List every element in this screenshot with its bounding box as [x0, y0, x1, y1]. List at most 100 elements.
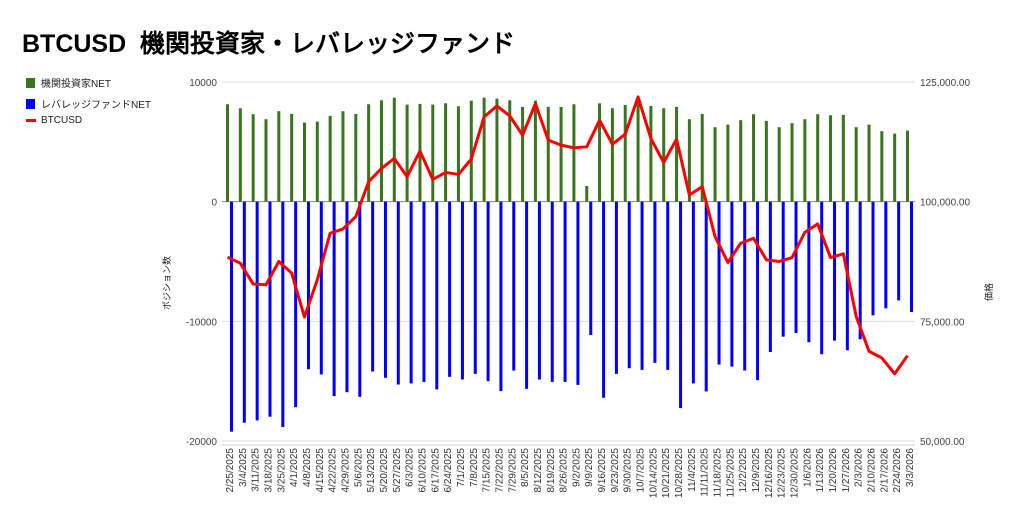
- bar-institutional: [572, 104, 576, 202]
- bar-leveraged: [717, 201, 721, 365]
- bar-leveraged: [910, 201, 913, 312]
- bar-institutional: [829, 115, 833, 202]
- x-tick-label: 7/22/2025: [494, 448, 505, 493]
- bar-institutional: [226, 104, 229, 202]
- bar-institutional: [649, 105, 653, 202]
- bar-institutional: [867, 124, 871, 202]
- bar-leveraged: [448, 201, 452, 377]
- bar-institutional: [623, 104, 627, 202]
- x-tick-label: 9/23/2025: [610, 448, 621, 493]
- bar-leveraged: [409, 201, 413, 384]
- x-tick-label: 6/17/2025: [430, 448, 441, 493]
- x-tick-label: 8/5/2025: [520, 448, 531, 487]
- bar-leveraged: [319, 201, 323, 375]
- bar-institutional: [277, 111, 281, 202]
- x-tick-label: 10/14/2025: [648, 448, 659, 498]
- bar-leveraged: [807, 201, 811, 343]
- y-tick-right: 100,000.00: [920, 198, 970, 209]
- bar-leveraged: [640, 201, 644, 370]
- bar-institutional: [700, 113, 704, 202]
- bar-leveraged: [255, 201, 259, 421]
- bar-leveraged: [833, 201, 837, 341]
- bar-institutional: [302, 122, 306, 202]
- x-tick-label: 5/27/2025: [392, 448, 403, 493]
- bar-leveraged: [576, 201, 580, 385]
- x-tick-label: 3/4/2025: [238, 448, 249, 487]
- bar-leveraged: [422, 201, 426, 382]
- bar-leveraged: [512, 201, 516, 371]
- x-tick-label: 12/2/2025: [738, 448, 749, 493]
- bar-leveraged: [371, 201, 375, 372]
- x-tick-label: 4/29/2025: [340, 448, 351, 493]
- bar-leveraged: [358, 201, 362, 397]
- bar-institutional: [264, 119, 268, 202]
- bar-leveraged: [486, 201, 490, 382]
- bar-leveraged: [537, 201, 541, 380]
- y-tick-left: -10000: [186, 317, 218, 328]
- bar-leveraged: [666, 201, 670, 370]
- x-tick-label: 1/27/2026: [841, 448, 852, 493]
- bar-institutional: [636, 99, 640, 202]
- bar-leveraged: [897, 201, 901, 301]
- bar-institutional: [482, 97, 486, 202]
- bar-institutional: [585, 185, 589, 202]
- y-tick-right: 75,000.00: [920, 317, 965, 328]
- bar-leveraged: [589, 201, 593, 335]
- x-tick-label: 9/9/2025: [584, 448, 595, 487]
- x-tick-label: 12/16/2025: [764, 448, 775, 498]
- bar-leveraged: [627, 201, 631, 369]
- x-tick-label: 10/21/2025: [661, 448, 672, 498]
- x-tick-label: 6/24/2025: [443, 448, 454, 493]
- x-tick-label: 3/25/2025: [276, 448, 287, 493]
- bar-institutional: [379, 100, 383, 202]
- bar-institutional: [675, 106, 679, 202]
- y-tick-right: 125,000.00: [920, 78, 970, 89]
- bar-institutional: [546, 106, 550, 202]
- x-tick-label: 3/18/2025: [263, 448, 274, 493]
- bar-leveraged: [858, 201, 862, 340]
- bar-leveraged: [230, 201, 233, 432]
- bar-leveraged: [563, 201, 567, 382]
- x-tick-label: 8/12/2025: [533, 448, 544, 493]
- x-tick-label: 5/13/2025: [366, 448, 377, 493]
- bar-institutional: [777, 127, 781, 202]
- legend-swatch-green: [26, 77, 35, 88]
- bar-leveraged: [691, 201, 695, 384]
- x-tick-label: 2/3/2026: [854, 448, 865, 487]
- bar-institutional: [598, 103, 602, 202]
- legend-swatch-blue: [26, 98, 35, 109]
- bar-institutional: [405, 104, 409, 202]
- bar-leveraged: [383, 201, 387, 378]
- legend-label: BTCUSD: [41, 115, 83, 126]
- bar-leveraged: [306, 201, 310, 370]
- bar-institutional: [739, 120, 743, 202]
- x-tick-label: 9/2/2025: [571, 448, 582, 487]
- bar-institutional: [521, 106, 525, 202]
- x-tick-label: 5/20/2025: [379, 448, 390, 493]
- x-tick-label: 7/29/2025: [507, 448, 518, 493]
- x-tick-label: 3/3/2026: [905, 448, 916, 487]
- bar-institutional: [687, 119, 691, 202]
- y-tick-left: -20000: [186, 437, 218, 448]
- legend-label: 機関投資家NET: [41, 79, 111, 90]
- x-tick-label: 4/22/2025: [328, 448, 339, 493]
- bar-institutional: [880, 131, 884, 202]
- btcusd-line: [226, 95, 909, 376]
- bar-institutional: [764, 120, 768, 202]
- x-tick-label: 1/20/2026: [828, 448, 839, 493]
- x-tick-label: 8/26/2025: [559, 448, 570, 493]
- bar-leveraged: [768, 201, 772, 352]
- chart-title: BTCUSD 機関投資家・レバレッジファンド: [22, 30, 516, 58]
- x-tick-label: 6/10/2025: [417, 448, 428, 493]
- bar-institutional: [854, 127, 858, 202]
- x-tick-label: 11/4/2025: [687, 448, 698, 492]
- x-tick-label: 6/3/2025: [405, 448, 416, 487]
- x-tick-label: 4/15/2025: [315, 448, 326, 493]
- x-tick-label: 4/8/2025: [302, 448, 313, 487]
- bar-leveraged: [704, 201, 708, 392]
- bar-leveraged: [281, 201, 285, 427]
- bar-institutional: [431, 104, 435, 202]
- legend-label: レバレッジファンドNET: [41, 100, 151, 111]
- bar-leveraged: [781, 201, 785, 337]
- bar-institutional: [315, 121, 319, 202]
